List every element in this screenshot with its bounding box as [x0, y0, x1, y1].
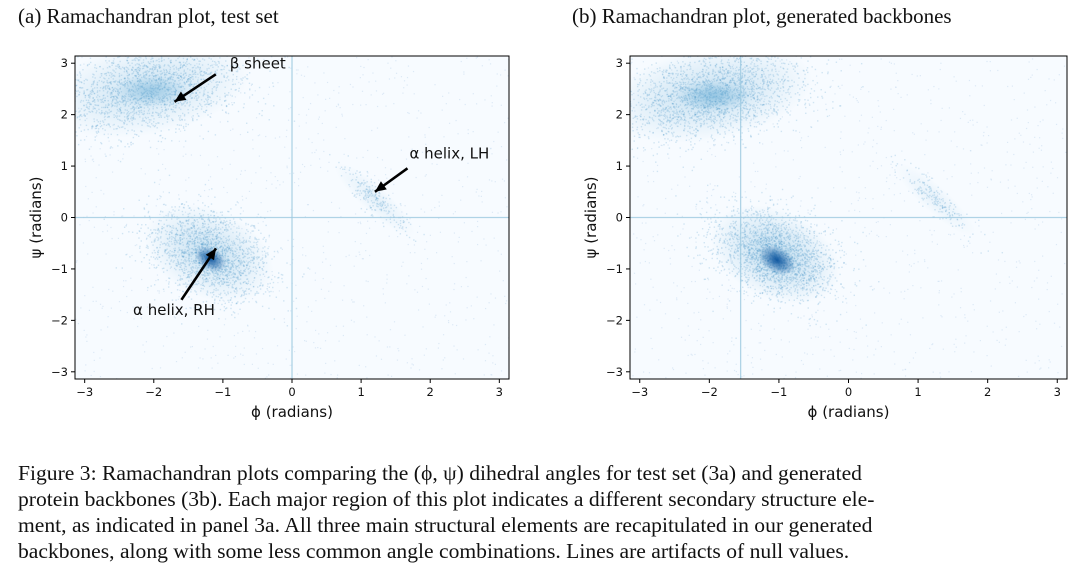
- annotation-beta-sheet: β sheet: [173, 54, 286, 103]
- caption-line-1: Figure 3: Ramachandran plots comparing t…: [18, 461, 862, 485]
- x-tick-label: −3: [631, 385, 648, 399]
- x-tick-label: −1: [214, 385, 231, 399]
- x-tick-label: 0: [288, 385, 295, 399]
- annotation-label: α helix, RH: [133, 301, 215, 319]
- y-tick-label: −2: [51, 313, 68, 327]
- x-axis-label: ϕ (radians): [251, 403, 333, 421]
- y-tick-label: 2: [61, 108, 68, 122]
- density-cluster: [630, 56, 864, 173]
- x-axis-label: ϕ (radians): [808, 403, 890, 421]
- ramachandran-plot-test-set: −3 −2 −1 0 1 2 3 −3 −2 −1 0 1 2 3 ϕ (radians) ψ (radian…: [27, 54, 510, 421]
- annotation-arrow-head: [205, 248, 216, 261]
- y-tick-label: −3: [606, 365, 623, 379]
- x-tick-label: −2: [701, 385, 718, 399]
- y-tick-label: 0: [61, 211, 68, 225]
- panel-a-title: (a) Ramachandran plot, test set: [18, 4, 279, 28]
- y-axis-label: ψ (radians): [582, 177, 600, 259]
- x-tick-label: 3: [496, 385, 503, 399]
- y-tick-label: −1: [606, 262, 623, 276]
- y-tick-label: 2: [616, 108, 623, 122]
- x-tick-label: 3: [1054, 385, 1061, 399]
- y-tick-label: −1: [51, 262, 68, 276]
- panel-b-title: (b) Ramachandran plot, generated backbon…: [572, 4, 952, 28]
- density-cluster: [675, 184, 880, 339]
- heatmap-area: [75, 56, 509, 379]
- x-tick-label: 1: [914, 385, 921, 399]
- y-tick-label: 0: [616, 211, 623, 225]
- x-tick-label: 2: [984, 385, 991, 399]
- annotation-arrow-head: [174, 91, 187, 102]
- annotation-arrow-head: [374, 181, 387, 192]
- annotation-label: β sheet: [230, 54, 286, 72]
- y-tick-label: 1: [61, 159, 68, 173]
- annotation-alpha-helix-lh: α helix, LH: [374, 144, 489, 193]
- ramachandran-plot-generated: −3 −2 −1 0 1 2 3 −3 −2 −1 0 1 2 3 ϕ (radians) ψ (radian…: [582, 55, 1068, 421]
- x-tick-label: −1: [770, 385, 787, 399]
- caption-line-2: protein backbones (3b). Each major regio…: [18, 487, 875, 511]
- y-tick-label: 3: [616, 56, 623, 70]
- density-cluster: [75, 56, 296, 163]
- caption-line-3: ment, as indicated in panel 3a. All thre…: [18, 513, 873, 537]
- x-tick-label: 1: [357, 385, 364, 399]
- annotation-label: α helix, LH: [409, 144, 489, 162]
- x-tick-label: 2: [427, 385, 434, 399]
- x-tick-label: 0: [845, 385, 852, 399]
- figure-caption: Figure 3: Ramachandran plots comparing t…: [18, 460, 1070, 564]
- y-tick-label: 3: [61, 56, 68, 70]
- x-tick-label: −3: [76, 385, 93, 399]
- y-tick-label: −3: [51, 365, 68, 379]
- y-tick-label: −2: [606, 313, 623, 327]
- annotation-alpha-helix-rh: α helix, RH: [133, 247, 218, 319]
- caption-line-4: backbones, along with some less common a…: [18, 539, 850, 563]
- y-tick-label: 1: [616, 159, 623, 173]
- heatmap-area: [630, 56, 1067, 379]
- x-tick-label: −2: [145, 385, 162, 399]
- y-axis-label: ψ (radians): [27, 177, 45, 259]
